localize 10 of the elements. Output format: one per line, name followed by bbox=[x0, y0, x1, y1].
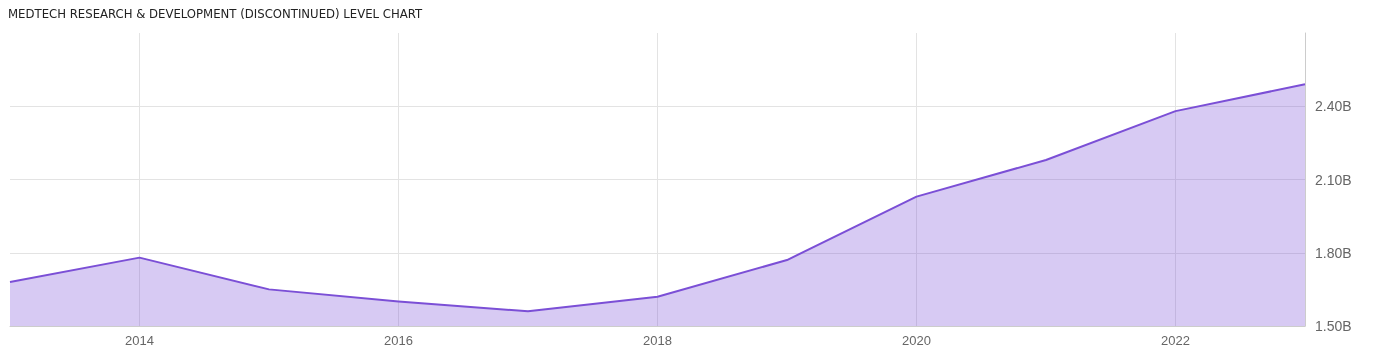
chart-title: MEDTECH RESEARCH & DEVELOPMENT (DISCONTINUED) LEVEL CHART bbox=[8, 6, 423, 21]
y-tick-label: 2.10B bbox=[1315, 171, 1352, 188]
y-tick-label: 1.50B bbox=[1315, 318, 1352, 334]
x-tick-label: 2018 bbox=[643, 333, 672, 348]
x-tick-label: 2020 bbox=[902, 333, 931, 348]
x-tick-label: 2016 bbox=[384, 333, 413, 348]
x-tick-label: 2014 bbox=[125, 333, 154, 348]
y-tick-label: 2.40B bbox=[1315, 98, 1352, 115]
x-tick-label: 2022 bbox=[1161, 333, 1190, 348]
y-tick-label: 1.80B bbox=[1315, 244, 1352, 261]
